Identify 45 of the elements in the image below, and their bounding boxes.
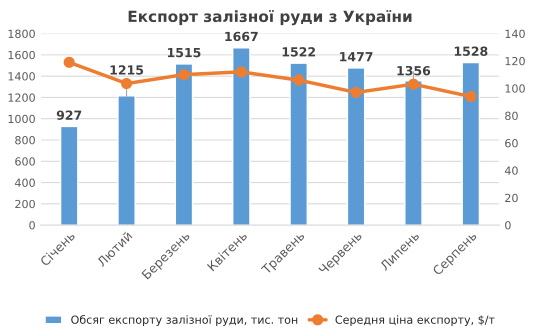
y2-tick-label: 100	[506, 84, 525, 93]
bar	[404, 80, 423, 226]
data-label: 927	[56, 110, 82, 120]
bar	[462, 62, 480, 226]
y-tick-label: 1600	[8, 50, 35, 60]
point	[465, 90, 476, 102]
bar	[117, 95, 136, 226]
bar	[289, 62, 308, 226]
bar	[60, 126, 78, 226]
y2-tick-label: 0	[505, 221, 511, 230]
data-label: 1667	[225, 32, 258, 42]
data-label: 1477	[340, 52, 372, 62]
point	[121, 78, 132, 90]
y2-tick-label: 20	[505, 194, 518, 202]
legend-label: Середня ціна експорту, $/т	[336, 315, 495, 326]
data-label: 1356	[397, 66, 430, 76]
y-tick-label: 800	[15, 136, 35, 144]
y-tick-label: 1200	[8, 93, 35, 102]
data-label: 1215	[110, 65, 144, 75]
point	[408, 78, 419, 90]
bar	[174, 63, 194, 226]
y-tick-label: 1400	[8, 72, 35, 81]
data-label: 1528	[454, 46, 488, 56]
data-label: 1515	[168, 48, 200, 58]
bar	[346, 67, 366, 226]
point	[236, 66, 247, 78]
y-tick-label: 400	[14, 178, 35, 187]
data-label: 1522	[282, 47, 315, 57]
legend-label: Обсяг експорту залізної руди, тис. тон	[71, 315, 298, 326]
y2-tick-label: 140	[506, 30, 525, 38]
y-tick-label: 0	[29, 221, 35, 230]
bar	[232, 47, 251, 226]
y2-tick-label: 60	[505, 139, 518, 148]
y2-tick-label: 40	[504, 166, 518, 175]
point	[64, 56, 75, 68]
y-tick-label: 1800	[8, 30, 35, 38]
y2-tick-label: 120	[506, 56, 525, 66]
y-tick-label: 600	[15, 157, 35, 166]
chart-title: Експорт залізної руди з України	[128, 10, 412, 26]
y-tick-label: 1000	[8, 114, 35, 124]
y-tick-label: 200	[15, 200, 35, 208]
point	[178, 69, 190, 80]
point	[350, 86, 362, 98]
y2-tick-label: 80	[505, 112, 518, 120]
point	[293, 74, 304, 86]
